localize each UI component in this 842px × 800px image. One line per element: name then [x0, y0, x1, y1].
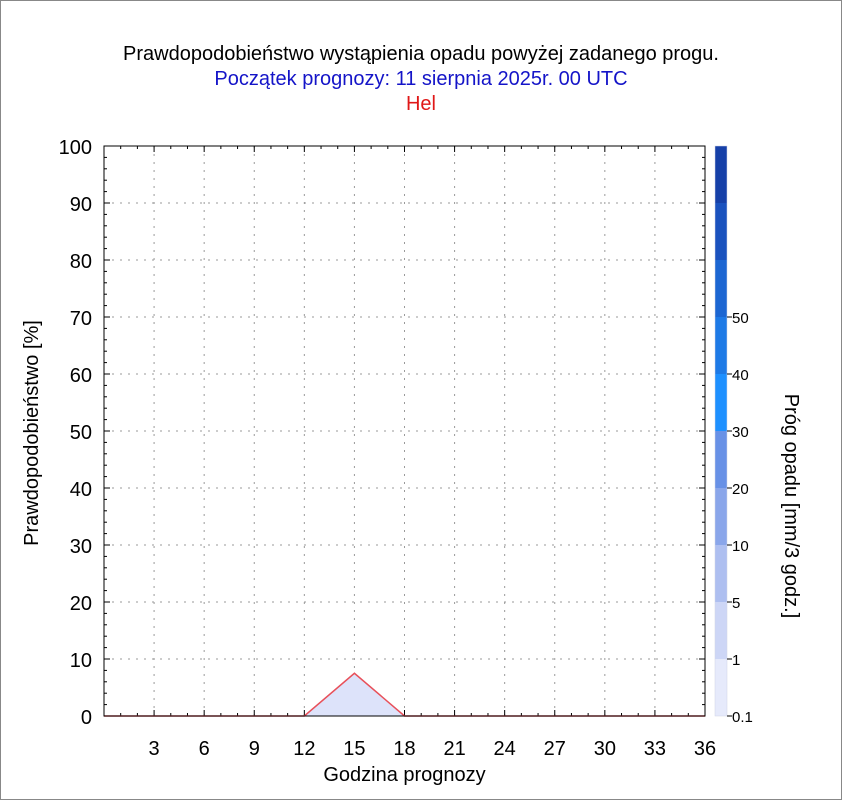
- colorbar-tick-label: 1: [732, 652, 740, 669]
- series-area-fill: [104, 673, 705, 716]
- y-tick-label: 10: [70, 650, 92, 672]
- x-axis-label: Godzina prognozy: [323, 764, 485, 786]
- colorbar-tick-label: 10: [732, 538, 749, 555]
- x-tick-label: 24: [494, 738, 516, 760]
- series-areas: [104, 672, 705, 717]
- chart-title: Prawdopodobieństwo wystąpienia opadu pow…: [123, 43, 719, 65]
- colorbar-tick-labels: 0.1 1 5 10 20 30 40 50: [727, 310, 753, 726]
- x-tick-label: 6: [199, 738, 210, 760]
- threshold-colorbar: [714, 145, 728, 717]
- x-tick-label: 30: [594, 738, 616, 760]
- series-line: [104, 672, 705, 717]
- y-tick-label: 40: [70, 479, 92, 501]
- colorbar-label: Próg opadu [mm/3 godz.]: [780, 394, 802, 619]
- axis-ticks: [103, 145, 706, 717]
- colorbar-segment: [715, 545, 727, 602]
- colorbar-segment: [715, 203, 727, 260]
- y-tick-label: 50: [70, 422, 92, 444]
- x-tick-label: 36: [694, 738, 716, 760]
- grid-lines: [104, 146, 705, 716]
- x-tick-label: 18: [393, 738, 415, 760]
- x-tick-label: 3: [149, 738, 160, 760]
- y-tick-label: 0: [81, 707, 92, 729]
- forecast-start-subtitle: Początek prognozy: 11 sierpnia 2025r. 00…: [214, 68, 628, 90]
- y-tick-label: 100: [59, 137, 92, 159]
- colorbar-segment: [715, 146, 727, 203]
- x-tick-label: 33: [644, 738, 666, 760]
- x-tick-label: 21: [443, 738, 465, 760]
- x-tick-label: 15: [343, 738, 365, 760]
- colorbar-segment: [715, 488, 727, 545]
- y-tick-label: 30: [70, 536, 92, 558]
- y-tick-label: 90: [70, 194, 92, 216]
- colorbar-tick-label: 0.1: [732, 709, 753, 726]
- colorbar-tick-label: 30: [732, 424, 749, 441]
- x-tick-label: 12: [293, 738, 315, 760]
- colorbar-segment: [715, 659, 727, 716]
- colorbar-tick-label: 50: [732, 310, 749, 327]
- y-tick-label: 80: [70, 251, 92, 273]
- y-tick-labels: 0 10 20 30 40 50 60 70 80 90 100: [59, 137, 92, 729]
- x-tick-label: 27: [544, 738, 566, 760]
- colorbar-segment: [715, 317, 727, 374]
- y-tick-label: 70: [70, 308, 92, 330]
- colorbar-segment: [715, 374, 727, 431]
- colorbar-segment: [715, 431, 727, 488]
- colorbar-tick-label: 5: [732, 595, 740, 612]
- x-tick-label: 9: [249, 738, 260, 760]
- colorbar-segment: [715, 602, 727, 659]
- location-label: Hel: [405, 93, 436, 115]
- y-tick-label: 60: [70, 365, 92, 387]
- x-tick-labels: 3 6 9 12 15 18 21 24 27 30 33 36: [149, 738, 717, 760]
- colorbar-segment: [715, 260, 727, 317]
- colorbar-tick-label: 20: [732, 481, 749, 498]
- colorbar-tick-label: 40: [732, 367, 749, 384]
- y-axis-label: Prawdopodobieństwo [%]: [21, 320, 43, 546]
- y-tick-label: 20: [70, 593, 92, 615]
- plot-border: [103, 145, 706, 717]
